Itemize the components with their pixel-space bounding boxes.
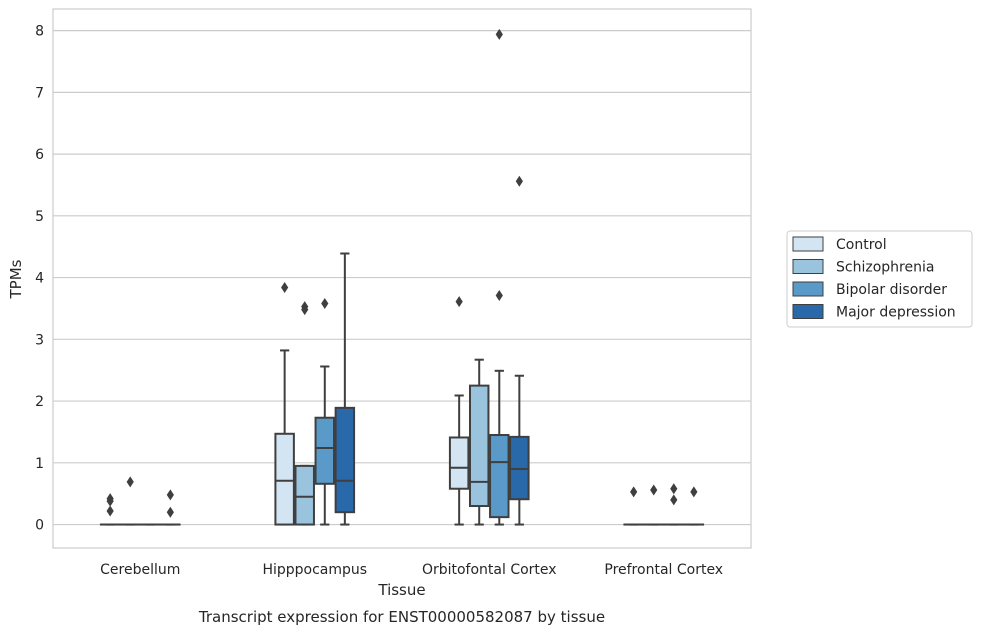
box-body <box>274 432 295 526</box>
outlier-point <box>650 484 658 496</box>
grid-lines <box>53 30 751 526</box>
x-axis-label: Tissue <box>377 581 425 599</box>
outlier-point <box>495 289 503 301</box>
box-0-0 <box>99 493 121 526</box>
y-tick-label: 3 <box>35 332 44 348</box>
legend-swatch <box>792 259 824 274</box>
y-tick-label: 6 <box>35 147 44 163</box>
box-2-2 <box>489 28 510 526</box>
outlier-point <box>690 486 698 498</box>
y-tick-label: 2 <box>35 394 44 410</box>
outlier-point <box>321 298 329 310</box>
legend-frame <box>786 230 973 328</box>
outlier-point <box>670 483 678 495</box>
box-0-1 <box>119 476 141 526</box>
legend-label: Bipolar disorder <box>836 282 947 298</box>
legend-swatch <box>792 236 824 252</box>
legend: Control Schizophrenia Bipolar disorder Majo… <box>786 230 973 328</box>
box-2-1 <box>468 358 490 526</box>
box-body <box>334 406 356 514</box>
y-axis-label: TPMs <box>7 259 25 299</box>
box-body <box>294 464 315 526</box>
outlier-point <box>126 476 134 488</box>
y-tick-label: 0 <box>35 518 44 534</box>
box-1-0 <box>274 281 295 526</box>
outlier-point <box>301 304 309 316</box>
box-3-3 <box>683 486 705 526</box>
y-axis-ticks: 0 1 2 3 4 5 6 7 8 <box>35 24 44 534</box>
outlier-point <box>630 486 638 498</box>
box-1-1 <box>294 301 315 526</box>
y-tick-label: 4 <box>35 271 44 287</box>
outlier-point <box>670 494 678 506</box>
y-tick-label: 7 <box>35 85 44 101</box>
box-1-2 <box>314 298 336 526</box>
box-plot-area <box>99 28 705 526</box>
outlier-point <box>455 296 463 308</box>
legend-swatch <box>792 304 824 319</box>
legend-label: Schizophrenia <box>836 260 934 276</box>
chart-caption: Transcript expression for ENST0000058208… <box>198 608 605 626</box>
outlier-point <box>106 505 114 517</box>
y-tick-label: 1 <box>35 456 44 472</box>
outlier-point <box>515 175 523 187</box>
legend-label: Control <box>836 237 887 253</box>
box-2-3 <box>509 175 530 526</box>
box-3-1 <box>643 484 664 526</box>
x-tick-label: Cerebellum <box>100 562 180 578</box>
box-body <box>448 436 470 490</box>
y-tick-label: 8 <box>35 24 44 40</box>
box-body <box>489 434 510 519</box>
box-body <box>468 384 490 508</box>
plot-frame <box>52 8 752 549</box>
legend-label: Major depression <box>836 305 956 321</box>
x-tick-label: Prefrontal Cortex <box>604 562 723 578</box>
box-3-0 <box>623 486 644 526</box>
outlier-point <box>281 281 289 293</box>
box-3-2 <box>663 483 685 526</box>
box-0-3 <box>160 489 181 526</box>
box-1-3 <box>334 252 356 526</box>
outlier-point <box>166 489 174 501</box>
box-body <box>314 416 336 485</box>
x-tick-label: Hipppocampus <box>262 562 367 578</box>
box-2-0 <box>448 296 470 526</box>
legend-swatch <box>792 281 824 297</box>
outlier-point <box>495 28 503 40</box>
outlier-point <box>106 495 114 507</box>
y-tick-label: 5 <box>35 209 44 225</box>
x-axis-ticks: Cerebellum Hipppocampus Orbitofontal Corte… <box>100 562 723 578</box>
x-tick-label: Orbitofontal Cortex <box>422 562 557 578</box>
outlier-point <box>166 506 174 518</box>
